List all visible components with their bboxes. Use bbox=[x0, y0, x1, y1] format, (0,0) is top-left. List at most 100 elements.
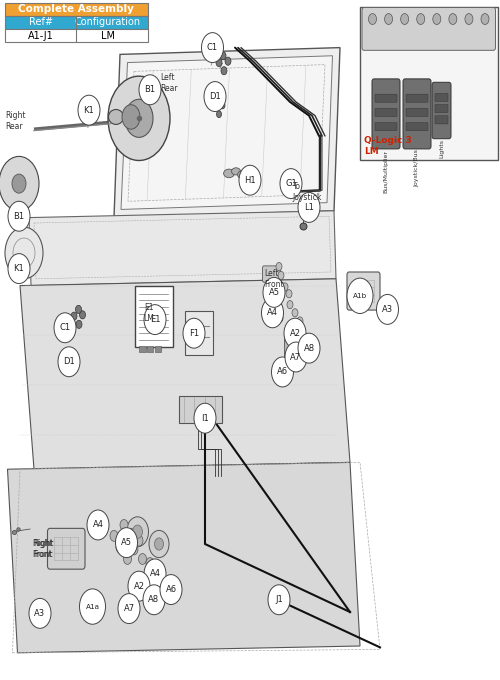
Text: Left
Rear: Left Rear bbox=[160, 73, 178, 93]
Circle shape bbox=[124, 554, 132, 564]
FancyBboxPatch shape bbox=[5, 16, 148, 29]
Circle shape bbox=[126, 517, 148, 547]
Text: A4: A4 bbox=[267, 308, 278, 318]
Circle shape bbox=[128, 571, 150, 601]
FancyBboxPatch shape bbox=[406, 122, 428, 131]
FancyBboxPatch shape bbox=[372, 79, 400, 149]
Circle shape bbox=[292, 309, 298, 317]
FancyBboxPatch shape bbox=[375, 108, 397, 116]
Circle shape bbox=[298, 192, 320, 222]
Circle shape bbox=[225, 57, 231, 65]
Circle shape bbox=[287, 301, 293, 309]
Circle shape bbox=[125, 99, 153, 137]
Text: K1: K1 bbox=[84, 105, 94, 115]
Circle shape bbox=[400, 14, 408, 24]
FancyBboxPatch shape bbox=[179, 396, 222, 423]
Circle shape bbox=[298, 333, 320, 363]
Text: C1: C1 bbox=[60, 323, 70, 333]
Circle shape bbox=[5, 227, 43, 279]
FancyBboxPatch shape bbox=[5, 29, 148, 42]
Text: E1: E1 bbox=[150, 315, 160, 324]
Circle shape bbox=[212, 103, 218, 110]
Circle shape bbox=[278, 271, 284, 279]
Circle shape bbox=[368, 14, 376, 24]
FancyBboxPatch shape bbox=[347, 272, 380, 310]
Circle shape bbox=[263, 277, 285, 307]
Circle shape bbox=[120, 520, 128, 530]
Circle shape bbox=[272, 357, 293, 387]
Ellipse shape bbox=[232, 168, 240, 175]
Text: A8: A8 bbox=[148, 595, 160, 605]
Circle shape bbox=[8, 254, 30, 284]
Circle shape bbox=[122, 105, 140, 129]
Circle shape bbox=[71, 312, 77, 320]
FancyBboxPatch shape bbox=[147, 346, 153, 352]
Text: L1: L1 bbox=[304, 203, 314, 212]
FancyBboxPatch shape bbox=[375, 94, 397, 102]
Circle shape bbox=[0, 156, 39, 211]
Text: A5: A5 bbox=[268, 288, 280, 297]
Circle shape bbox=[132, 525, 142, 539]
Text: Bus/Multiplier: Bus/Multiplier bbox=[384, 150, 388, 192]
Circle shape bbox=[127, 528, 135, 539]
Circle shape bbox=[449, 14, 457, 24]
Circle shape bbox=[139, 75, 161, 105]
FancyBboxPatch shape bbox=[48, 528, 85, 569]
Text: J1: J1 bbox=[275, 595, 283, 605]
Circle shape bbox=[284, 318, 306, 348]
Text: K1: K1 bbox=[14, 264, 24, 273]
FancyBboxPatch shape bbox=[375, 122, 397, 131]
Circle shape bbox=[204, 82, 226, 112]
Text: G1: G1 bbox=[285, 179, 297, 188]
Circle shape bbox=[268, 585, 290, 615]
Circle shape bbox=[297, 317, 303, 325]
Text: E1
LM: E1 LM bbox=[144, 303, 154, 323]
Text: A1-J1: A1-J1 bbox=[28, 31, 54, 41]
Circle shape bbox=[202, 33, 224, 63]
FancyBboxPatch shape bbox=[406, 94, 428, 102]
Circle shape bbox=[433, 14, 441, 24]
Text: A1a: A1a bbox=[86, 604, 100, 609]
Circle shape bbox=[80, 589, 106, 624]
Text: Right
Front: Right Front bbox=[33, 539, 54, 560]
Circle shape bbox=[58, 347, 80, 377]
Polygon shape bbox=[114, 48, 340, 218]
Text: A2: A2 bbox=[290, 328, 300, 338]
Circle shape bbox=[154, 538, 164, 550]
Circle shape bbox=[138, 554, 146, 564]
FancyBboxPatch shape bbox=[406, 108, 428, 116]
Text: Configuration: Configuration bbox=[74, 18, 140, 27]
Circle shape bbox=[216, 58, 222, 67]
Circle shape bbox=[146, 558, 154, 568]
Circle shape bbox=[87, 510, 109, 540]
Circle shape bbox=[216, 111, 222, 118]
Circle shape bbox=[220, 52, 226, 60]
Circle shape bbox=[110, 530, 118, 541]
Circle shape bbox=[149, 530, 169, 558]
Text: A6: A6 bbox=[166, 585, 176, 594]
Circle shape bbox=[285, 342, 307, 372]
Circle shape bbox=[220, 102, 225, 109]
Circle shape bbox=[116, 542, 124, 553]
Circle shape bbox=[277, 314, 283, 322]
Circle shape bbox=[29, 598, 51, 628]
Circle shape bbox=[80, 311, 86, 319]
Circle shape bbox=[143, 585, 165, 615]
Circle shape bbox=[465, 14, 473, 24]
Circle shape bbox=[262, 298, 283, 328]
FancyBboxPatch shape bbox=[435, 93, 448, 101]
Circle shape bbox=[347, 278, 373, 313]
FancyBboxPatch shape bbox=[403, 79, 431, 149]
FancyBboxPatch shape bbox=[435, 105, 448, 113]
Circle shape bbox=[376, 294, 398, 324]
Text: To
Joystick: To Joystick bbox=[292, 182, 322, 202]
Text: I1: I1 bbox=[201, 413, 209, 423]
Text: A1b: A1b bbox=[353, 293, 367, 299]
FancyBboxPatch shape bbox=[362, 7, 496, 50]
FancyBboxPatch shape bbox=[140, 346, 145, 352]
Text: Joystick/Bus: Joystick/Bus bbox=[414, 150, 420, 188]
Circle shape bbox=[282, 283, 288, 291]
Circle shape bbox=[54, 313, 76, 343]
Text: Right
Rear: Right Rear bbox=[5, 111, 25, 131]
Circle shape bbox=[144, 559, 166, 589]
